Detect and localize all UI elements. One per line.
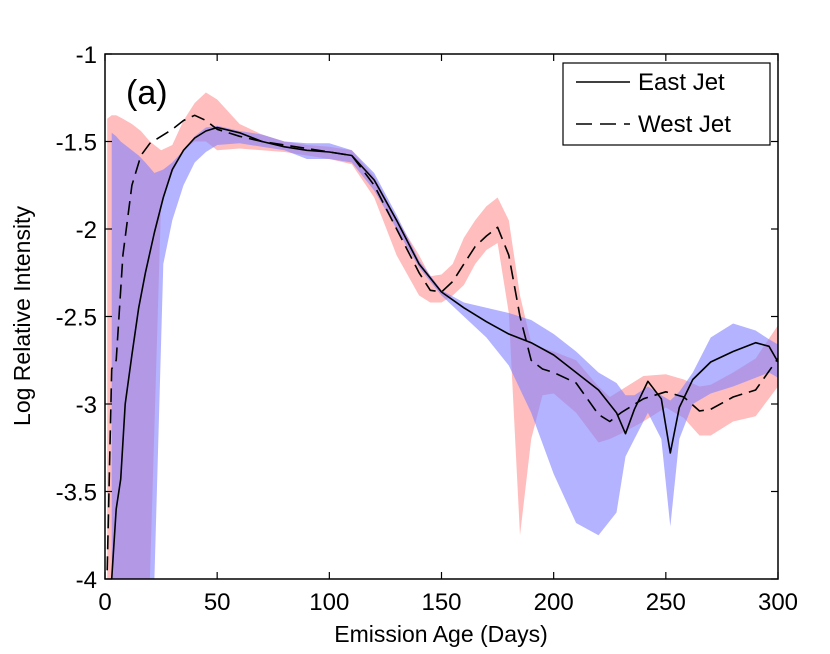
band-east-jet — [111, 125, 778, 579]
line-west-jet — [106, 114, 779, 571]
legend-label-west-jet: West Jet — [638, 111, 731, 138]
confidence-bands — [107, 92, 778, 579]
y-tick-label: -4 — [76, 567, 97, 594]
x-tick-label: 100 — [309, 589, 349, 616]
legend: East Jet West Jet — [562, 62, 771, 146]
y-tick-label: -1 — [76, 42, 97, 69]
axis-ticks: 0 50 100 150 200 250 300 -4 -3.5 -3 -2.5 -2 -1.5 -1 — [56, 42, 798, 616]
y-tick-label: -1.5 — [56, 130, 97, 157]
legend-box — [562, 62, 771, 146]
y-axis-label: Log Relative Intensity — [9, 206, 35, 426]
series-lines — [106, 114, 779, 580]
y-tick-label: -2 — [76, 217, 97, 244]
line-east-jet — [110, 126, 779, 580]
legend-label-east-jet: East Jet — [638, 69, 725, 96]
x-tick-label: 50 — [204, 589, 231, 616]
panel-label: (a) — [126, 74, 168, 112]
y-tick-label: -3.5 — [56, 480, 97, 507]
y-tick-label: -2.5 — [56, 305, 97, 332]
x-tick-label: 150 — [421, 589, 461, 616]
x-tick-label: 0 — [98, 589, 111, 616]
x-tick-label: 200 — [534, 589, 574, 616]
x-axis-label: Emission Age (Days) — [334, 621, 547, 647]
band-west-jet — [107, 92, 778, 579]
x-tick-label: 250 — [646, 589, 686, 616]
x-tick-label: 300 — [758, 589, 798, 616]
y-tick-label: -3 — [76, 392, 97, 419]
